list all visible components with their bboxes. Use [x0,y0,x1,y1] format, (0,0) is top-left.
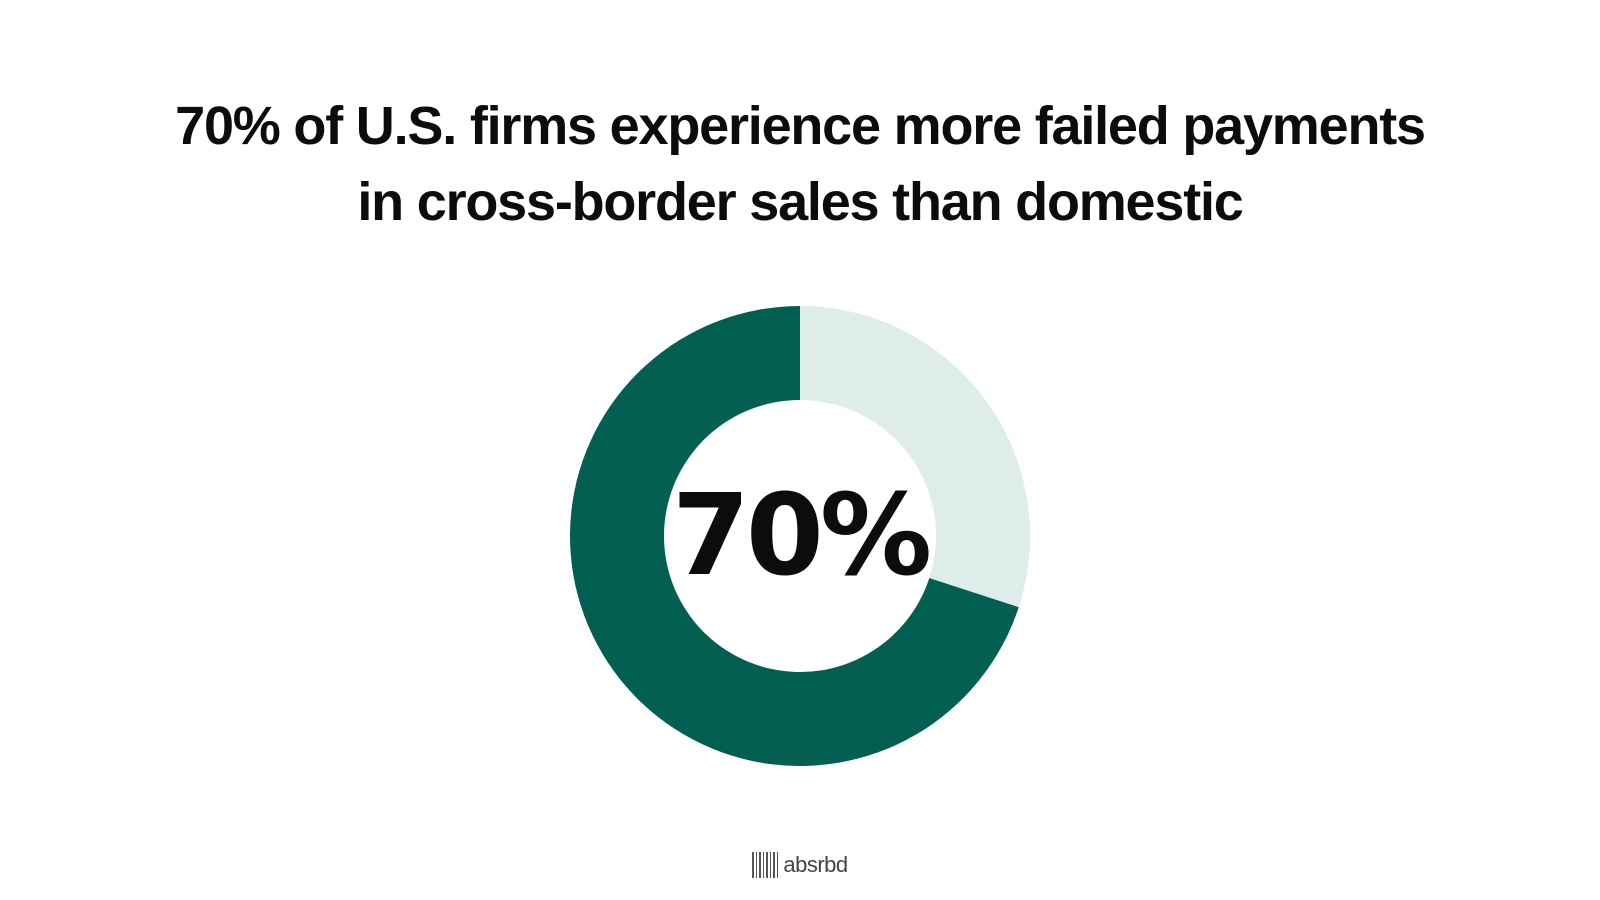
donut-slices [570,306,1030,766]
donut-slice-1 [570,306,1019,766]
slide-title: 70% of U.S. firms experience more failed… [0,88,1600,240]
title-line-1: 70% of U.S. firms experience more failed… [175,96,1426,156]
title-line-2: in cross-border sales than domestic [357,172,1243,232]
barcode-icon [752,852,779,878]
donut-center-label: 70% [672,471,929,601]
brand-name: absrbd [783,852,848,877]
donut-slice-2 [800,306,1030,608]
brand-footer: absrbd [0,852,1600,878]
donut-chart: 70% [570,306,1030,766]
